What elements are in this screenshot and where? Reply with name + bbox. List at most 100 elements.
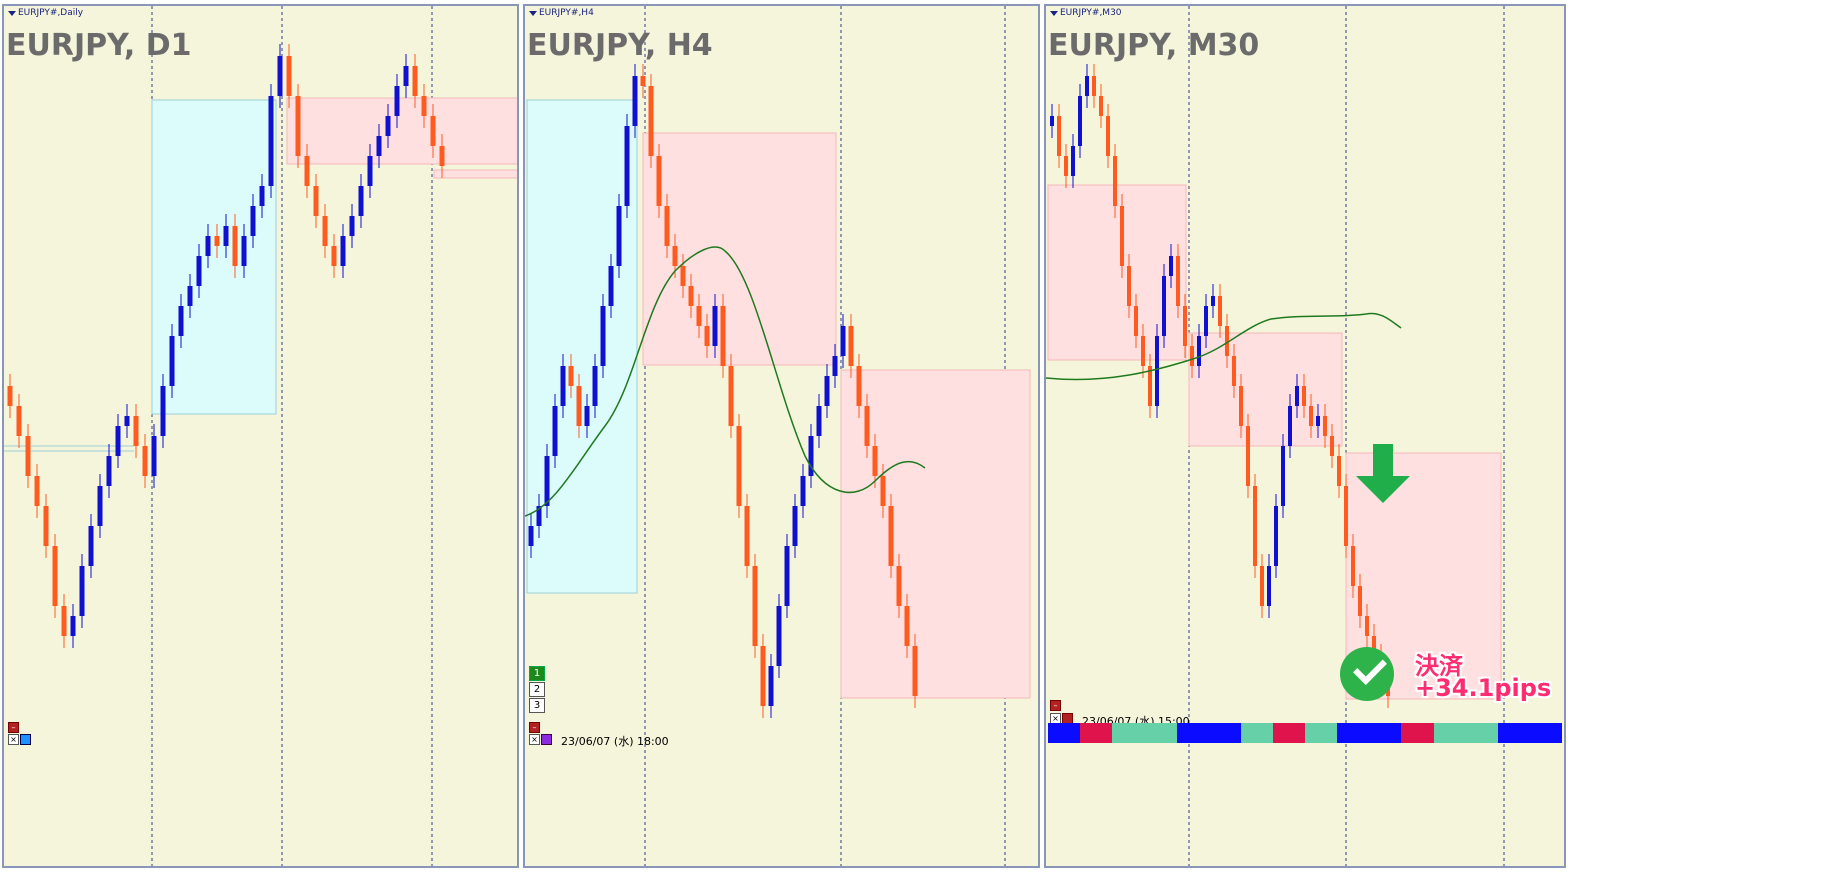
strip-cell xyxy=(1529,723,1562,743)
candle-body xyxy=(824,376,830,406)
candle-body xyxy=(784,546,790,606)
candle-body xyxy=(1141,336,1145,366)
chart-header[interactable]: EURJPY#,Daily xyxy=(8,8,83,18)
candle-body xyxy=(1302,386,1306,406)
candle-body xyxy=(1260,566,1264,606)
candle-body xyxy=(1232,356,1236,386)
candle-body xyxy=(1372,636,1376,656)
candle-body xyxy=(1253,486,1257,566)
tab-1-button[interactable]: 1 xyxy=(529,666,545,681)
candle-body xyxy=(656,156,662,206)
close-icon[interactable]: × xyxy=(529,734,540,745)
candle-body xyxy=(340,236,346,266)
strip-cell xyxy=(1080,723,1113,743)
date-label: 23/06/07 (水) 18:00 xyxy=(561,735,669,748)
candle-body xyxy=(250,206,256,236)
minimize-icon[interactable]: – xyxy=(8,722,19,733)
candle-body xyxy=(358,186,364,216)
candle-body xyxy=(848,326,854,366)
minimize-icon[interactable]: – xyxy=(529,722,540,733)
candle-body xyxy=(1106,116,1110,156)
candle-body xyxy=(896,566,902,606)
symbol-title: EURJPY, M30 xyxy=(1048,28,1260,63)
candle-body xyxy=(322,216,328,246)
candle-body xyxy=(680,266,686,286)
candle-body xyxy=(1274,506,1278,566)
minimize-icon[interactable]: – xyxy=(1050,700,1061,711)
candle-body xyxy=(1344,486,1348,546)
zone-supply xyxy=(286,97,517,165)
candle-body xyxy=(385,116,391,136)
candle-body xyxy=(840,326,846,356)
indicator-strip xyxy=(1048,723,1562,743)
candle-body xyxy=(61,606,67,636)
candle-body xyxy=(178,306,184,336)
candle-body xyxy=(223,226,229,246)
candle-body xyxy=(1127,266,1131,306)
candle-body xyxy=(313,186,319,216)
tab-3-button[interactable]: 3 xyxy=(529,698,545,713)
properties-icon[interactable] xyxy=(20,734,31,745)
strip-cell xyxy=(1497,723,1530,743)
candle-body xyxy=(864,406,870,446)
candle-body xyxy=(624,126,630,206)
strip-cell xyxy=(1112,723,1145,743)
candle-body xyxy=(1316,416,1320,426)
candle-body xyxy=(133,416,139,446)
dropdown-icon[interactable] xyxy=(529,10,537,16)
close-icon[interactable]: × xyxy=(8,734,19,745)
properties-icon[interactable] xyxy=(541,734,552,745)
candle-body xyxy=(1358,586,1362,616)
candle-body xyxy=(1204,306,1208,336)
candle-body xyxy=(752,566,758,646)
candle-body xyxy=(241,236,247,266)
candle-body xyxy=(106,456,112,486)
candle-body xyxy=(1099,96,1103,116)
candle-body xyxy=(34,476,40,506)
candle-body xyxy=(1064,156,1068,176)
chart-panel-h4[interactable]: EURJPY#,H4 EURJPY, H4 1 2 3 – × 23/06/07… xyxy=(523,4,1040,868)
candle-body xyxy=(856,366,862,406)
candle-body xyxy=(600,306,606,366)
strip-cell xyxy=(1240,723,1273,743)
candle-body xyxy=(412,66,418,96)
candle-body xyxy=(115,426,121,456)
candle-body xyxy=(151,436,157,476)
candle-body xyxy=(187,286,193,306)
chart-header[interactable]: EURJPY#,M30 xyxy=(1050,8,1122,18)
strip-cell xyxy=(1176,723,1209,743)
candle-body xyxy=(632,76,638,126)
candle-chart-h4 xyxy=(525,6,1031,866)
tab-2-button[interactable]: 2 xyxy=(529,682,545,697)
candle-body xyxy=(16,406,22,436)
candle-body xyxy=(816,406,822,436)
dropdown-icon[interactable] xyxy=(1050,10,1058,16)
checkmark-icon xyxy=(1340,647,1394,701)
candle-body xyxy=(421,96,427,116)
candle-body xyxy=(7,386,13,406)
candle-body xyxy=(704,326,710,346)
candle-body xyxy=(367,156,373,186)
candle-body xyxy=(904,606,910,646)
chart-panel-d1[interactable]: EURJPY#,Daily EURJPY, D1 – × xyxy=(2,4,519,868)
candle-body xyxy=(1162,276,1166,336)
candle-body xyxy=(268,96,274,186)
candle-body xyxy=(536,506,542,526)
candle-body xyxy=(776,606,782,666)
symbol-title: EURJPY, D1 xyxy=(6,28,192,63)
candle-body xyxy=(712,306,718,346)
zone-supply xyxy=(642,132,837,366)
candle-body xyxy=(205,236,211,256)
candle-body xyxy=(304,156,310,186)
moving-average-line xyxy=(1046,312,1402,381)
candle-body xyxy=(1197,336,1201,366)
strip-cell xyxy=(1272,723,1305,743)
candle-body xyxy=(1225,326,1229,356)
candle-body xyxy=(576,386,582,426)
strip-cell xyxy=(1337,723,1370,743)
strip-cell xyxy=(1208,723,1241,743)
chart-header[interactable]: EURJPY#,H4 xyxy=(529,8,594,18)
candle-body xyxy=(736,426,742,506)
candle-body xyxy=(1337,456,1341,486)
dropdown-icon[interactable] xyxy=(8,10,16,16)
